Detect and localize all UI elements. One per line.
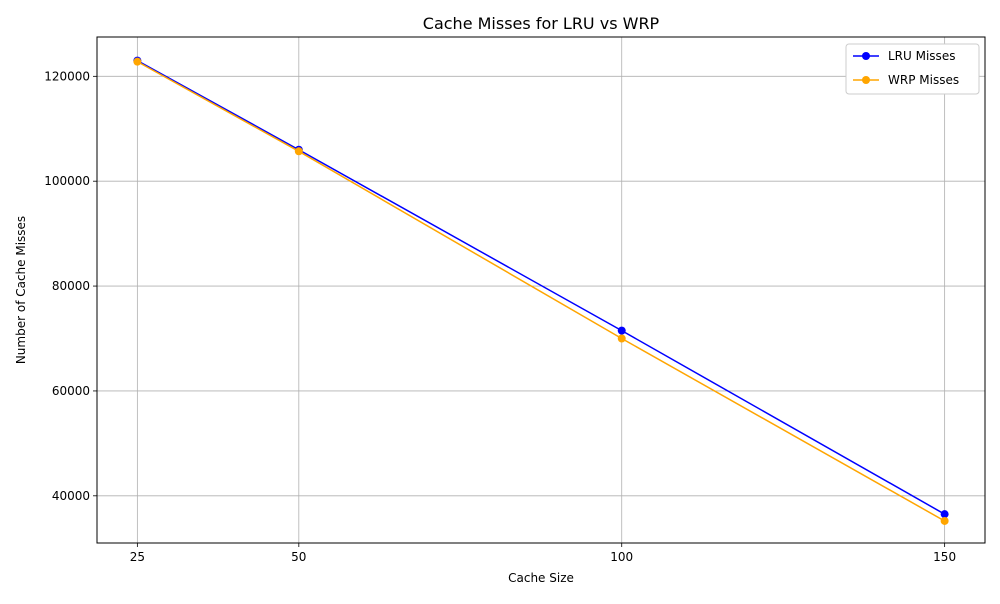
legend: LRU Misses WRP Misses (845, 43, 980, 95)
series-wrp (133, 57, 949, 525)
y-axis-ticks: 40000 60000 80000 100000 120000 (44, 69, 97, 503)
data-point-wrp (940, 516, 949, 525)
series-line-wrp (136, 60, 946, 522)
data-point-wrp (133, 57, 142, 66)
data-point-lru (617, 326, 626, 335)
y-tick-label: 80000 (52, 279, 90, 293)
grid (97, 37, 985, 543)
x-tick-label: 100 (610, 550, 633, 564)
data-point-lru (940, 510, 949, 519)
series-lru (133, 56, 949, 519)
y-axis-label: Number of Cache Misses (14, 216, 28, 364)
data-point-wrp (294, 147, 303, 156)
x-tick-label: 50 (291, 550, 306, 564)
x-tick-label: 150 (933, 550, 956, 564)
legend-label-lru: LRU Misses (888, 49, 955, 63)
y-tick-label: 120000 (44, 69, 90, 83)
series-line-lru (137, 59, 946, 515)
series (133, 56, 949, 525)
data-point-wrp (617, 334, 626, 343)
y-tick-label: 60000 (52, 384, 90, 398)
legend-label-wrp: WRP Misses (888, 73, 959, 87)
plot-area-frame (96, 36, 986, 544)
y-tick-label: 40000 (52, 489, 90, 503)
legend-marker-wrp (862, 76, 870, 84)
x-axis-label: Cache Size (508, 571, 574, 585)
x-axis-ticks: 25 50 100 150 (130, 543, 956, 564)
chart-title: Cache Misses for LRU vs WRP (423, 14, 660, 33)
y-tick-label: 100000 (44, 174, 90, 188)
legend-box (845, 43, 980, 95)
legend-marker-lru (862, 52, 870, 60)
x-tick-label: 25 (130, 550, 145, 564)
axes (96, 36, 986, 544)
